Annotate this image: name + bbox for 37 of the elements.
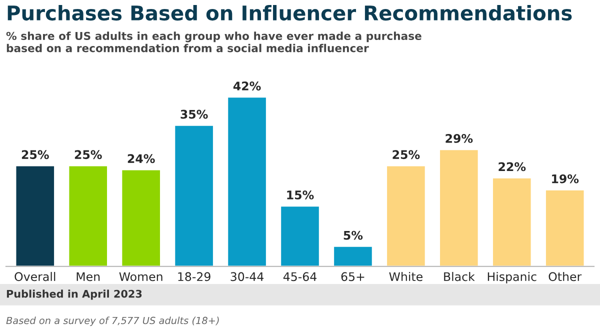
x-tick-label: Women xyxy=(119,272,162,282)
chart-title: Purchases Based on Influencer Recommendations xyxy=(8,4,572,21)
text: Published in April 2023 xyxy=(6,290,142,300)
x-tick-label: Black xyxy=(444,272,475,282)
bar xyxy=(492,176,532,266)
bar xyxy=(332,246,374,266)
x-tick-label: 18-29 xyxy=(178,272,210,282)
data-label: 35% xyxy=(180,110,208,119)
data-label: 25% xyxy=(22,150,49,160)
x-tick-label: 65+ xyxy=(341,272,364,282)
x-tick-label: Hispanic xyxy=(488,272,536,284)
bar xyxy=(280,205,320,266)
bar xyxy=(14,164,56,266)
data-label: 25% xyxy=(74,150,102,160)
bar xyxy=(174,124,214,266)
text: Based on a survey of 7,577 US adults (18+) xyxy=(6,316,219,326)
bar xyxy=(120,168,162,266)
data-label: 19% xyxy=(552,174,579,184)
bar xyxy=(438,148,480,266)
bar xyxy=(386,164,426,266)
bar xyxy=(68,164,108,266)
data-label: 22% xyxy=(498,162,526,172)
x-tick-label: 30-44 xyxy=(230,272,264,282)
bar xyxy=(226,96,268,266)
data-label: 25% xyxy=(392,150,420,160)
x-tick-label: Other xyxy=(548,272,582,282)
chart-subtitle: % share of US adults in each group who have ever made a purchase based on a recommendation from a social media influencer xyxy=(6,32,422,52)
data-label: 5% xyxy=(344,230,363,240)
data-label: 42% xyxy=(233,82,261,90)
data-label: 15% xyxy=(287,190,314,200)
x-tick-label: Men xyxy=(76,272,100,282)
data-label: 24% xyxy=(128,154,155,164)
bar xyxy=(544,189,586,266)
x-tick-label: 45-64 xyxy=(283,272,316,282)
x-tick-label: White xyxy=(389,272,422,282)
data-label: 29% xyxy=(446,134,473,143)
x-tick-label: Overall xyxy=(14,272,56,282)
